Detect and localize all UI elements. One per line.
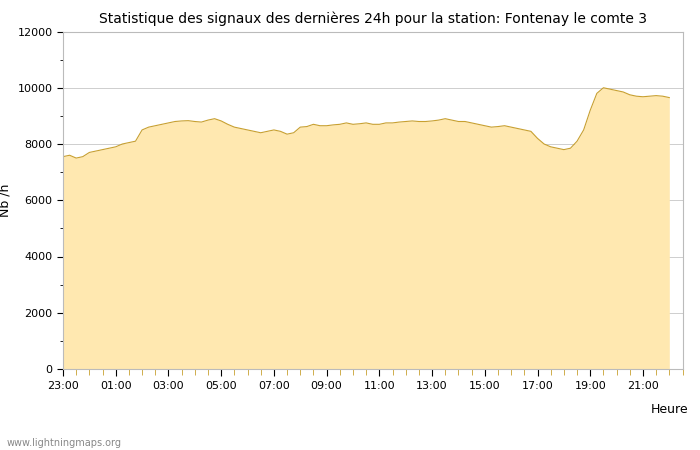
Y-axis label: Nb /h: Nb /h <box>0 184 12 217</box>
Title: Statistique des signaux des dernières 24h pour la station: Fontenay le comte 3: Statistique des signaux des dernières 24… <box>99 12 647 26</box>
Text: www.lightningmaps.org: www.lightningmaps.org <box>7 438 122 448</box>
X-axis label: Heure: Heure <box>651 403 689 416</box>
